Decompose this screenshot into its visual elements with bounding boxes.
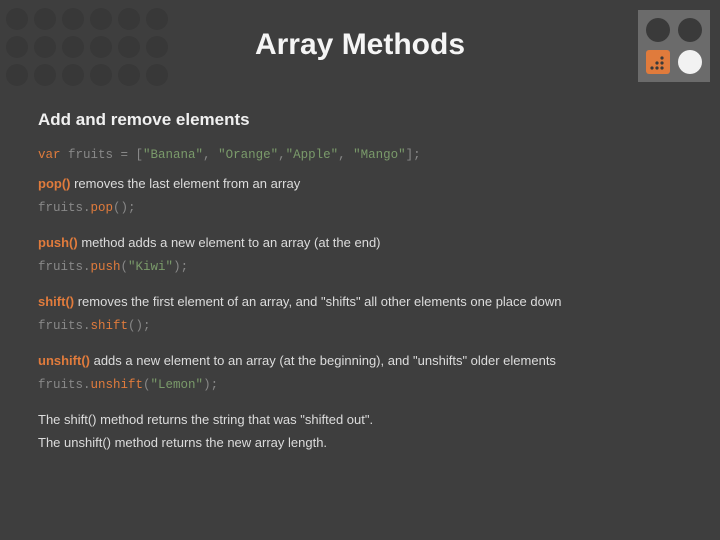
content-region: Add and remove elements var fruits = ["B…	[38, 110, 690, 458]
pop-method-label: pop()	[38, 176, 70, 191]
shift-method-label: shift()	[38, 294, 74, 309]
code-declare: var fruits = ["Banana", "Orange","Apple"…	[38, 148, 690, 162]
unshift-description: unshift() adds a new element to an array…	[38, 353, 690, 368]
footnote-unshift: The unshift() method returns the new arr…	[38, 435, 690, 450]
push-description: push() method adds a new element to an a…	[38, 235, 690, 250]
push-method-label: push()	[38, 235, 78, 250]
page-title: Array Methods	[0, 28, 720, 62]
code-unshift: fruits.unshift("Lemon");	[38, 378, 690, 392]
unshift-block: unshift() adds a new element to an array…	[38, 353, 690, 392]
shift-block: shift() removes the first element of an …	[38, 294, 690, 333]
shift-description: shift() removes the first element of an …	[38, 294, 690, 309]
push-block: push() method adds a new element to an a…	[38, 235, 690, 274]
code-pop: fruits.pop();	[38, 201, 690, 215]
pop-description: pop() removes the last element from an a…	[38, 176, 690, 191]
subtitle: Add and remove elements	[38, 110, 690, 130]
code-push: fruits.push("Kiwi");	[38, 260, 690, 274]
keyword-var: var	[38, 148, 61, 162]
unshift-method-label: unshift()	[38, 353, 90, 368]
footnote-shift: The shift() method returns the string th…	[38, 412, 690, 427]
code-shift: fruits.shift();	[38, 319, 690, 333]
pop-block: pop() removes the last element from an a…	[38, 176, 690, 215]
